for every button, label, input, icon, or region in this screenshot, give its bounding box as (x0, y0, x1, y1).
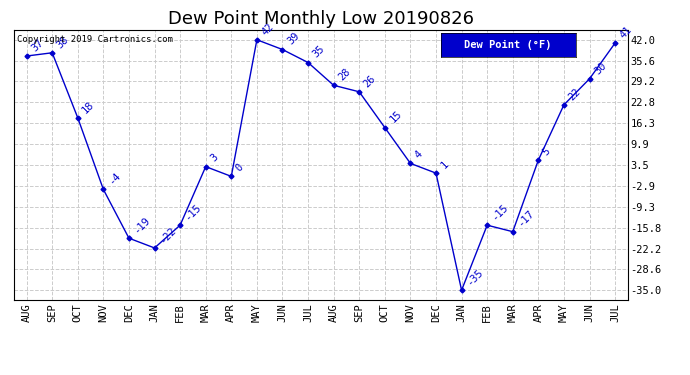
Text: 28: 28 (337, 67, 353, 82)
Text: -35: -35 (464, 267, 484, 288)
Title: Dew Point Monthly Low 20190826: Dew Point Monthly Low 20190826 (168, 10, 474, 28)
Text: 42: 42 (259, 21, 275, 37)
Text: 18: 18 (81, 99, 97, 115)
Text: 38: 38 (55, 34, 71, 50)
Text: -19: -19 (132, 215, 152, 236)
Text: -22: -22 (157, 225, 177, 245)
Text: 0: 0 (234, 162, 246, 174)
Text: 30: 30 (592, 60, 608, 76)
Text: Copyright 2019 Cartronics.com: Copyright 2019 Cartronics.com (17, 35, 172, 44)
Text: 22: 22 (566, 86, 582, 102)
Text: 4: 4 (413, 149, 424, 160)
Text: -15: -15 (183, 202, 204, 222)
Text: 37: 37 (30, 38, 46, 53)
Text: 41: 41 (618, 24, 634, 40)
Text: 39: 39 (285, 31, 301, 47)
Text: 5: 5 (541, 146, 553, 158)
Text: 1: 1 (439, 159, 451, 170)
Text: 3: 3 (208, 152, 220, 164)
Text: 15: 15 (388, 109, 404, 125)
Text: 26: 26 (362, 73, 378, 89)
Text: 35: 35 (310, 44, 327, 60)
Text: -15: -15 (490, 202, 511, 222)
Text: -17: -17 (515, 209, 536, 229)
Text: -4: -4 (106, 171, 122, 187)
